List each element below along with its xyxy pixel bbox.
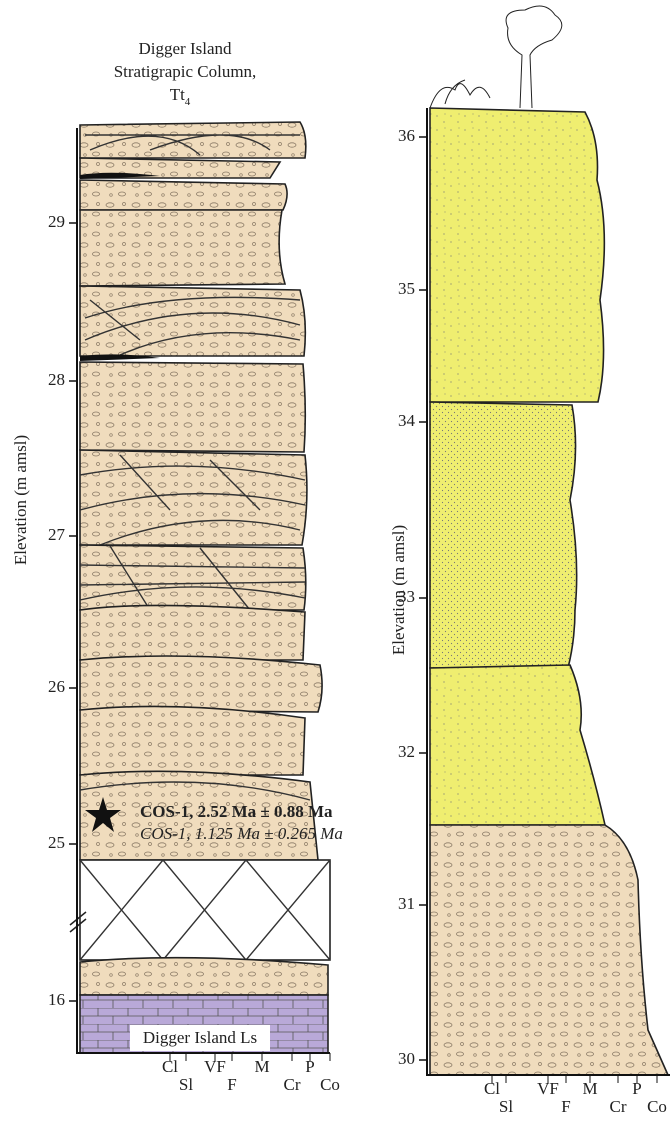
- grain-size-label: P: [632, 1079, 641, 1098]
- grain-size-label: Co: [320, 1075, 340, 1094]
- annotation: COS-1, 2.52 Ma ± 0.88 Ma: [140, 802, 333, 821]
- axis-label: Elevation (m amsl): [11, 435, 30, 565]
- title-main: Tt: [170, 85, 185, 104]
- axis-label: Elevation (m amsl): [389, 525, 408, 655]
- annotation: COS-1, 1.125 Ma ± 0.265 Ma: [140, 824, 343, 843]
- tick-label: 34: [398, 411, 416, 430]
- tick-label: 25: [48, 833, 65, 852]
- tick-label: 27: [48, 525, 66, 544]
- grain-size-label: Co: [647, 1097, 667, 1116]
- title-line: Stratigrapic Column,: [114, 62, 257, 81]
- tick-label: 33: [398, 587, 415, 606]
- grain-size-label: F: [561, 1097, 570, 1116]
- tick-label: 31: [398, 894, 415, 913]
- grain-size-label: Cr: [610, 1097, 627, 1116]
- right-column: Elevation (m amsl): [389, 5, 670, 1076]
- tick-label: 30: [398, 1049, 415, 1068]
- grain-size-label: Sl: [179, 1075, 193, 1094]
- grain-size-label: VF: [537, 1079, 559, 1098]
- grain-size-label: Cl: [484, 1079, 500, 1098]
- grain-size-label: F: [227, 1075, 236, 1094]
- tick-label: 36: [398, 126, 415, 145]
- tick-label: 35: [398, 279, 415, 298]
- tick-label: 29: [48, 212, 65, 231]
- left-column: Digger Island Stratigrapic Column, Tt4 C…: [11, 39, 343, 1054]
- unit-label: Digger Island Ls: [143, 1028, 257, 1047]
- title-line: Tt4: [170, 85, 191, 108]
- tick-label: 32: [398, 742, 415, 761]
- title-line: Digger Island: [138, 39, 232, 58]
- grain-size-label: Sl: [499, 1097, 513, 1116]
- grain-size-label: P: [305, 1057, 314, 1076]
- grain-size-label: VF: [204, 1057, 226, 1076]
- tick-label: 16: [48, 990, 65, 1009]
- grain-size-label: Cl: [162, 1057, 178, 1076]
- grain-size-label: Cr: [284, 1075, 301, 1094]
- grain-size-label: M: [582, 1079, 597, 1098]
- grain-size-label: M: [254, 1057, 269, 1076]
- sample-star: [85, 797, 121, 832]
- tick-label: 28: [48, 370, 65, 389]
- tick-label: 26: [48, 677, 65, 696]
- title-subscript: 4: [185, 96, 191, 108]
